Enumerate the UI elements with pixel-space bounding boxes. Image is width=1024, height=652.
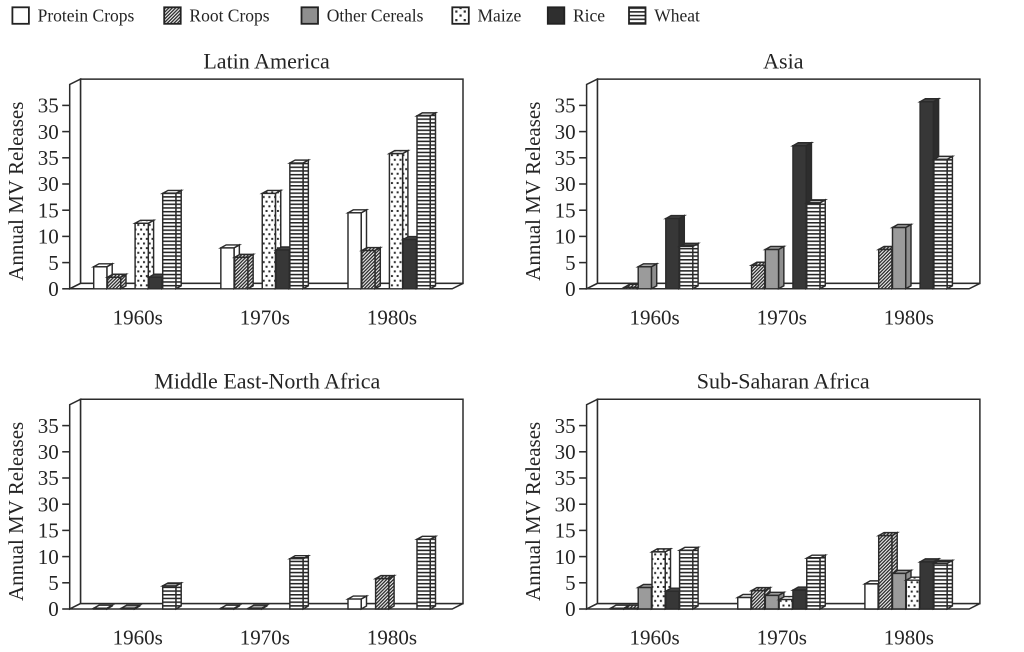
svg-text:Asia: Asia: [763, 49, 804, 74]
svg-text:Annual MV Releases: Annual MV Releases: [4, 422, 28, 601]
svg-text:10: 10: [555, 545, 576, 569]
svg-text:Latin America: Latin America: [203, 49, 330, 74]
svg-text:1960s: 1960s: [630, 626, 680, 648]
svg-text:30: 30: [38, 172, 59, 196]
svg-text:1960s: 1960s: [630, 305, 680, 329]
svg-text:5: 5: [565, 251, 576, 275]
svg-text:30: 30: [38, 120, 59, 144]
svg-text:Annual MV Releases: Annual MV Releases: [521, 102, 545, 281]
svg-text:1960s: 1960s: [113, 305, 163, 329]
svg-text:5: 5: [565, 571, 576, 595]
svg-text:35: 35: [38, 146, 59, 170]
svg-text:Maize: Maize: [478, 5, 522, 25]
svg-text:10: 10: [555, 225, 576, 249]
svg-text:0: 0: [48, 597, 59, 621]
svg-text:Other Cereals: Other Cereals: [327, 5, 424, 25]
svg-text:15: 15: [38, 519, 59, 543]
svg-text:Protein Crops: Protein Crops: [38, 5, 135, 25]
svg-text:30: 30: [38, 440, 59, 464]
svg-text:Annual MV Releases: Annual MV Releases: [521, 422, 545, 601]
svg-text:5: 5: [48, 571, 59, 595]
svg-text:1980s: 1980s: [367, 626, 417, 648]
svg-text:0: 0: [565, 277, 576, 301]
svg-text:30: 30: [555, 440, 576, 464]
svg-text:1980s: 1980s: [367, 305, 417, 329]
svg-text:35: 35: [555, 94, 576, 118]
svg-text:15: 15: [38, 198, 59, 222]
svg-text:0: 0: [565, 597, 576, 621]
svg-text:Root Crops: Root Crops: [189, 5, 269, 25]
svg-text:35: 35: [38, 414, 59, 438]
svg-text:35: 35: [555, 466, 576, 490]
svg-text:15: 15: [555, 198, 576, 222]
svg-text:Middle East-North Africa: Middle East-North Africa: [154, 369, 380, 394]
svg-text:1970s: 1970s: [757, 626, 807, 648]
svg-text:35: 35: [38, 466, 59, 490]
svg-text:35: 35: [38, 94, 59, 118]
svg-text:35: 35: [555, 146, 576, 170]
svg-text:1960s: 1960s: [113, 626, 163, 648]
svg-text:1980s: 1980s: [884, 305, 934, 329]
svg-text:0: 0: [48, 277, 59, 301]
svg-text:30: 30: [555, 120, 576, 144]
svg-text:Annual MV Releases: Annual MV Releases: [4, 102, 28, 281]
svg-text:30: 30: [555, 492, 576, 516]
svg-text:1980s: 1980s: [884, 626, 934, 648]
svg-text:5: 5: [48, 251, 59, 275]
svg-text:15: 15: [555, 519, 576, 543]
svg-text:1970s: 1970s: [240, 626, 290, 648]
svg-text:1970s: 1970s: [240, 305, 290, 329]
svg-text:Rice: Rice: [573, 5, 605, 25]
svg-text:35: 35: [555, 414, 576, 438]
svg-text:1970s: 1970s: [757, 305, 807, 329]
svg-text:Sub-Saharan Africa: Sub-Saharan Africa: [697, 369, 870, 394]
svg-text:30: 30: [38, 492, 59, 516]
svg-text:30: 30: [555, 172, 576, 196]
svg-text:10: 10: [38, 225, 59, 249]
svg-text:Wheat: Wheat: [654, 5, 700, 25]
svg-text:10: 10: [38, 545, 59, 569]
